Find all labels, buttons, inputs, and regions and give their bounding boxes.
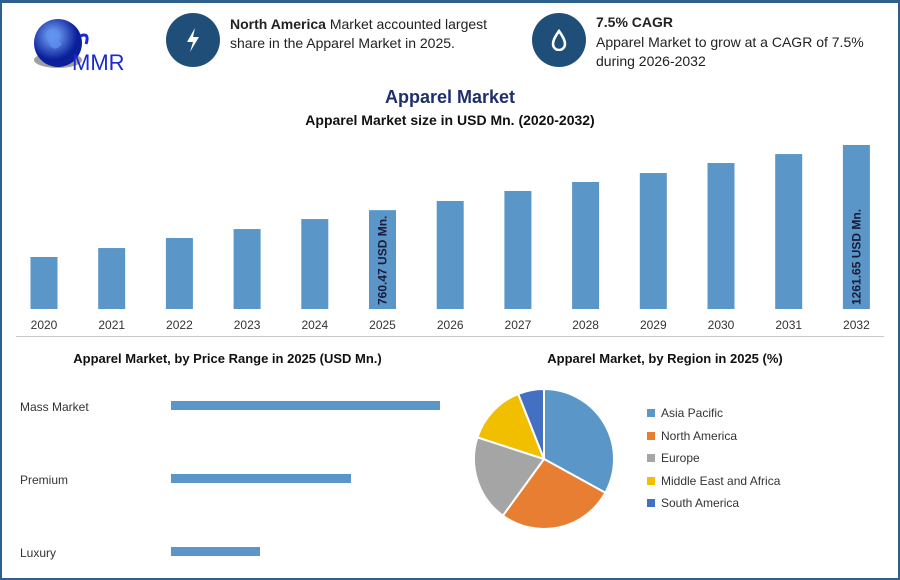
x-tick-label: 2032	[843, 318, 870, 332]
legend-item: Middle East and Africa	[647, 474, 780, 488]
bar-2031	[775, 154, 803, 309]
cagr-title: 7.5% CAGR	[596, 14, 674, 30]
pie-slice-south-america	[516, 387, 545, 460]
pie-slice-north-america	[501, 457, 607, 530]
bar-luxury	[171, 547, 260, 556]
info-north-america: North America Market accounted largest s…	[230, 15, 510, 53]
bar-2021	[98, 248, 126, 309]
svg-text:MMR: MMR	[72, 50, 125, 75]
bar-2028	[572, 182, 600, 309]
legend-label: Asia Pacific	[661, 406, 724, 420]
bar-2029	[639, 173, 667, 309]
bar-2022	[165, 238, 193, 309]
category-label: Mass Market	[20, 400, 89, 414]
x-tick-label: 2020	[31, 318, 58, 332]
x-tick-label: 2026	[437, 318, 464, 332]
bar-2030	[707, 163, 735, 309]
legend-swatch	[647, 454, 655, 462]
price-range-title: Apparel Market, by Price Range in 2025 (…	[73, 351, 382, 366]
category-label: Luxury	[20, 546, 57, 560]
legend-label: North America	[661, 428, 738, 443]
bar-premium	[171, 474, 352, 483]
market-size-bar-chart: 2020 2021 2022 2023 2024 2025 760.47 USD Mn. 20…	[30, 145, 870, 332]
bar-2025	[369, 210, 396, 309]
region-title: Apparel Market, by Region in 2025 (%)	[547, 351, 783, 366]
bar-2020	[30, 257, 58, 309]
x-tick-label: 2031	[775, 318, 802, 332]
cagr-text: Apparel Market to grow at a CAGR of 7.5%…	[596, 34, 864, 69]
bar-2032	[842, 145, 870, 309]
legend-item: South America	[647, 496, 739, 510]
x-tick-label: 2024	[301, 318, 328, 332]
chart-title: Apparel Market	[384, 87, 516, 107]
bar-2026	[436, 200, 464, 309]
bar-2027	[504, 190, 532, 309]
bar-mass-market	[171, 401, 440, 410]
mmr-logo: MMR	[28, 18, 138, 76]
chart-subtitle: Apparel Market size in USD Mn. (2020-203…	[305, 112, 595, 128]
drop-icon	[532, 13, 586, 67]
x-tick-label: 2029	[640, 318, 667, 332]
x-tick-label: 2021	[98, 318, 125, 332]
x-tick-label: 2028	[572, 318, 599, 332]
category-label: Premium	[20, 473, 69, 487]
legend-item: North America	[647, 429, 737, 443]
legend-label: Europe	[661, 451, 700, 465]
pie-slice-asia-pacific	[543, 387, 615, 495]
pie-slice-middle-east-and-africa	[476, 392, 546, 461]
x-tick-label: 2030	[708, 318, 735, 332]
x-tick-label: 2025	[369, 318, 396, 332]
divider	[16, 336, 884, 337]
data-label-2025: 760.47 USD Mn.	[376, 216, 390, 305]
region-pie-chart	[473, 387, 615, 530]
legend-swatch	[647, 431, 655, 440]
bar-2024	[301, 219, 329, 309]
bar-2023	[233, 229, 261, 309]
legend-item: Asia Pacific	[647, 406, 723, 420]
x-tick-label: 2027	[505, 318, 532, 332]
legend-swatch	[647, 409, 655, 417]
legend-label: Middle East and Africa	[661, 473, 781, 488]
legend-swatch	[647, 476, 655, 485]
pie-slice-europe	[473, 436, 546, 518]
info-text: Market accounted largest share in the Ap…	[230, 16, 488, 51]
x-tick-label: 2022	[166, 318, 193, 332]
lightning-icon	[166, 13, 220, 67]
legend-label: South America	[661, 496, 740, 510]
x-tick-label: 2023	[234, 318, 261, 332]
legend-item: Europe	[647, 451, 700, 465]
legend-swatch	[647, 499, 655, 507]
data-label-2032: 1261.65 USD Mn.	[849, 209, 863, 305]
info-bold: North America	[230, 16, 326, 32]
